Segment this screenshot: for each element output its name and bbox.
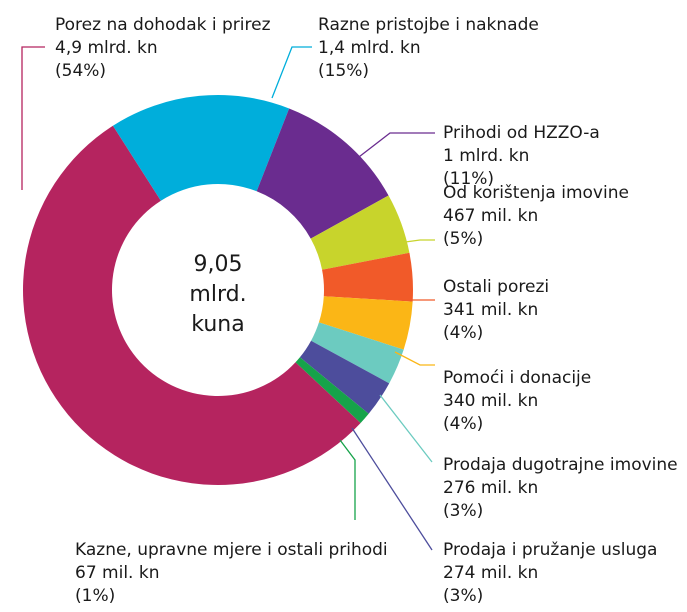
value-label: (1%) (75, 586, 115, 606)
value-label: (4%) (443, 414, 483, 434)
category-label: Od korištenja imovine (443, 183, 629, 203)
category-label: Ostali porezi (443, 277, 549, 297)
slice (112, 95, 290, 201)
center-label: mlrd. (189, 282, 246, 307)
slice (310, 195, 410, 270)
category-label: Kazne, upravne mjere i ostali prihodi (75, 540, 388, 560)
leader-line (271, 46, 312, 99)
value-label: (54%) (55, 61, 106, 81)
category-label: Prihodi od HZZO-a (443, 123, 600, 143)
amount-label: 276 mil. kn (443, 478, 538, 498)
slice (295, 357, 369, 423)
center-label: kuna (191, 312, 244, 337)
category-label: Pomoći i donacije (443, 368, 591, 388)
value-label: (3%) (443, 501, 483, 521)
amount-label: 1 mlrd. kn (443, 146, 529, 166)
slice (311, 322, 404, 384)
leader-line (351, 427, 433, 551)
amount-label: 67 mil. kn (75, 563, 159, 583)
value-label: (3%) (443, 586, 483, 606)
amount-label: 1,4 mlrd. kn (318, 38, 421, 58)
slice (299, 340, 390, 414)
slice (318, 296, 413, 350)
center-label: 9,05 (194, 252, 243, 277)
value-label: (4%) (443, 323, 483, 343)
leader-line (379, 394, 433, 463)
slice (23, 125, 361, 485)
category-label: Razne pristojbe i naknade (318, 15, 539, 35)
leader-line (397, 239, 435, 244)
amount-label: 467 mil. kn (443, 206, 538, 226)
slice (322, 252, 413, 302)
leader-line (354, 132, 435, 161)
value-label: (5%) (443, 229, 483, 249)
leader-line (394, 351, 435, 366)
value-label: (11%) (443, 169, 494, 189)
amount-label: 4,9 mlrd. kn (55, 38, 158, 58)
slice (256, 108, 389, 239)
leader-line (21, 46, 45, 190)
category-label: Prodaja i pružanje usluga (443, 540, 657, 560)
amount-label: 274 mil. kn (443, 563, 538, 583)
leader-line (339, 439, 356, 520)
category-label: Prodaja dugotrajne imovine (443, 455, 678, 475)
amount-label: 341 mil. kn (443, 300, 538, 320)
value-label: (15%) (318, 61, 369, 81)
amount-label: 340 mil. kn (443, 391, 538, 411)
category-label: Porez na dohodak i prirez (55, 15, 271, 35)
